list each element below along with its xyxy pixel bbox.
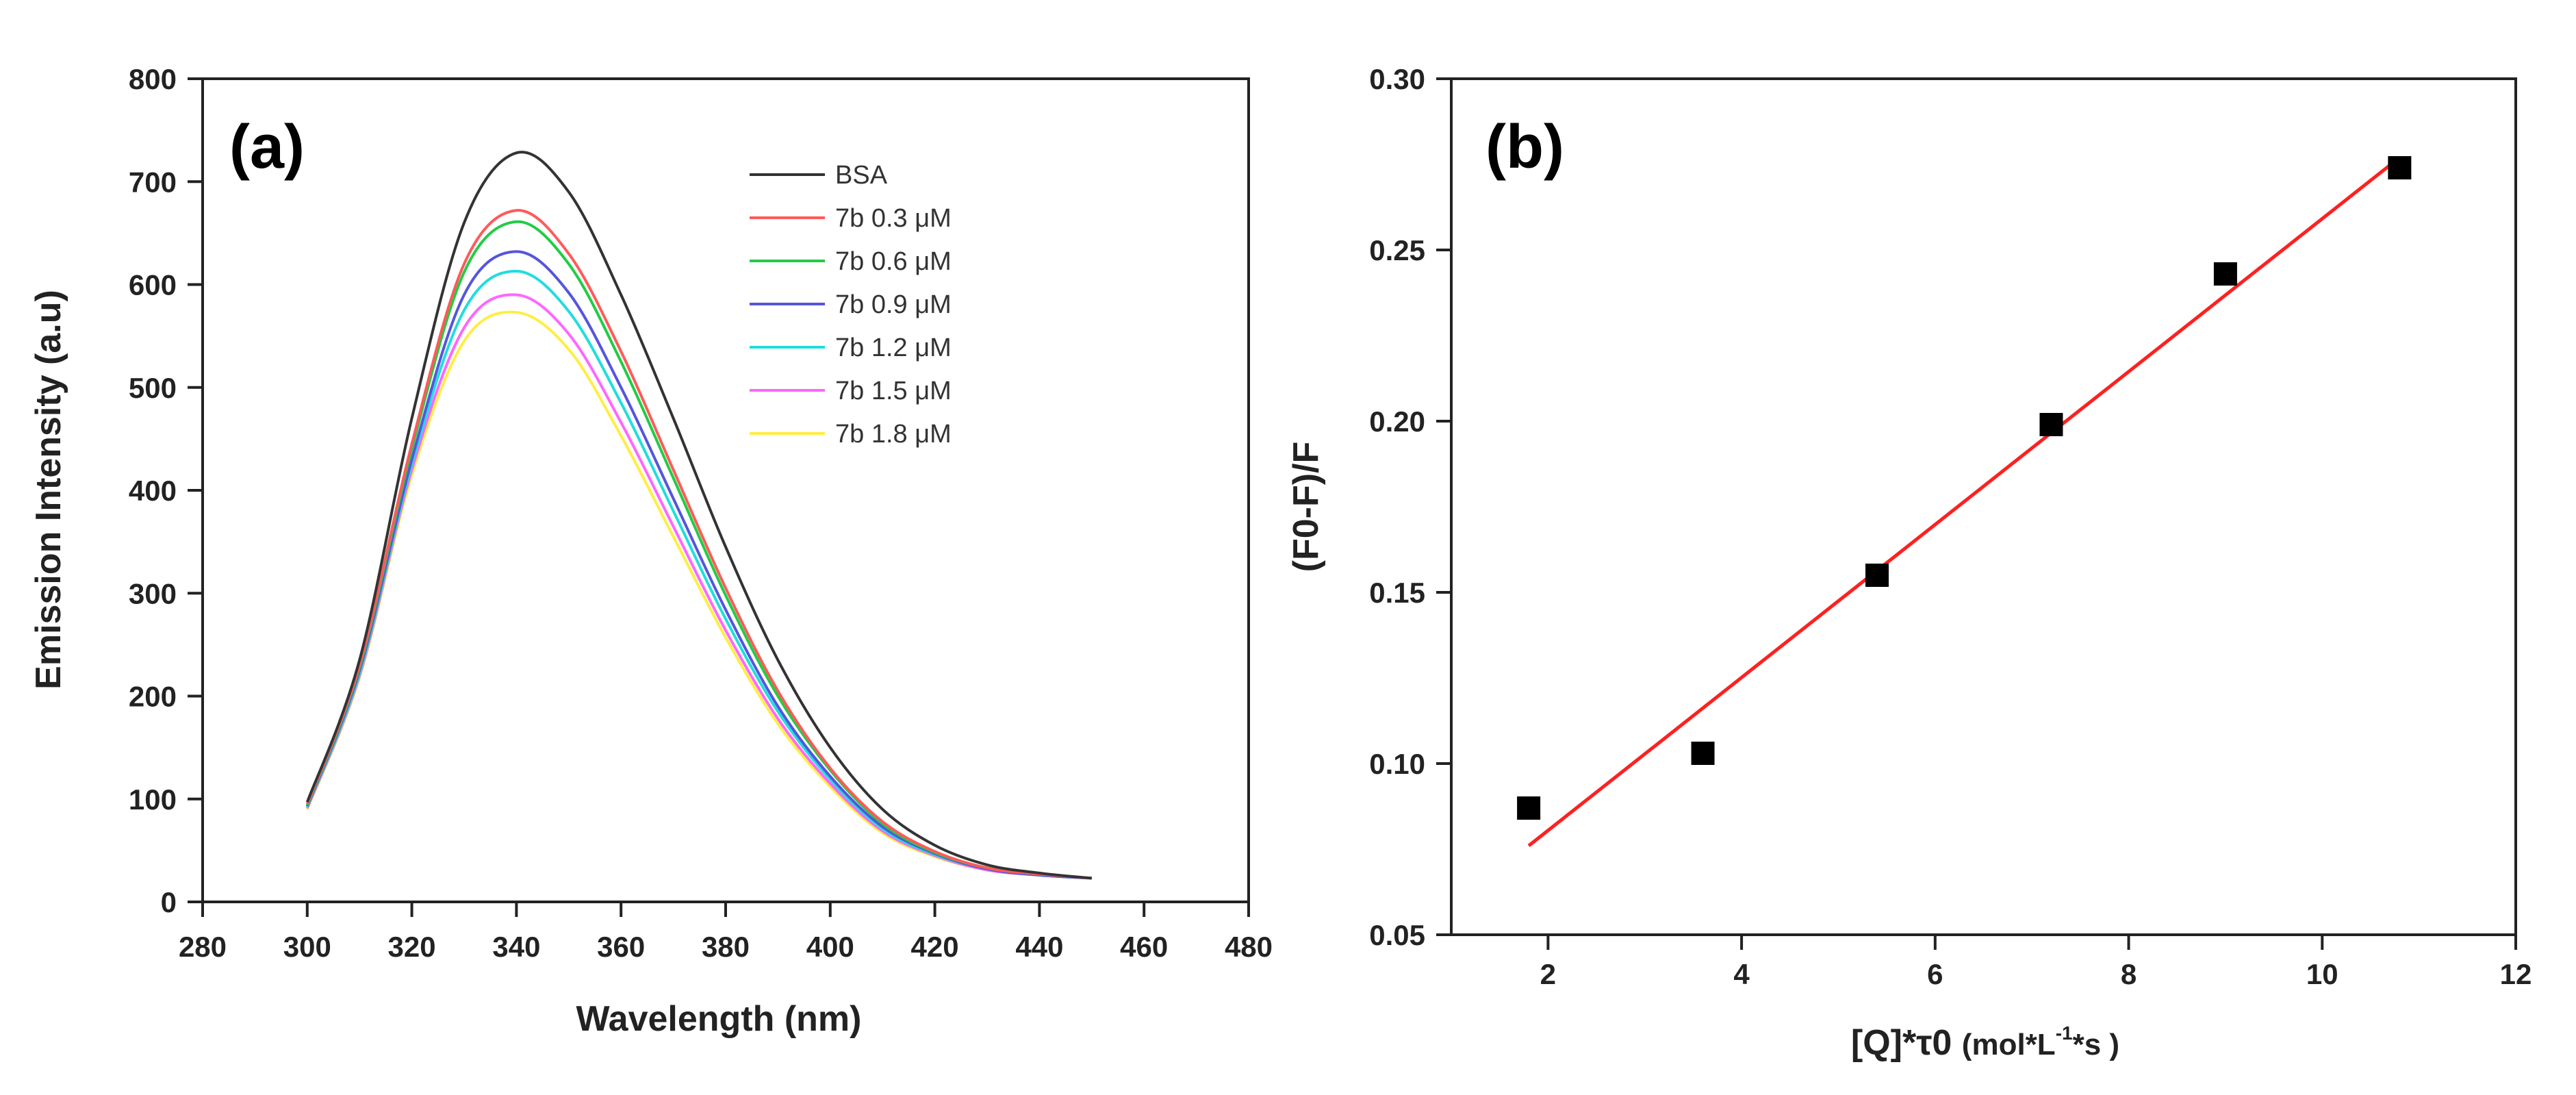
panel-a-x-tick-label: 320 [388, 931, 436, 963]
panel-b-data-point [2388, 156, 2412, 179]
panel-a-letter: (a) [229, 113, 305, 181]
panel-a-y-axis-label: Emission Intensity (a.u) [29, 290, 68, 690]
panel-a-legend-label: 7b 0.6 μM [835, 247, 952, 276]
panel-a-y-tick-label: 600 [129, 269, 177, 301]
panel-a-y-tick-label: 400 [129, 475, 177, 507]
panel-a-legend-label: 7b 1.2 μM [835, 333, 952, 362]
panel-b-data-point [1691, 742, 1715, 765]
panel-a-y-tick-label: 300 [129, 577, 177, 609]
panel-a-legend-label: 7b 1.5 μM [835, 377, 952, 405]
panel-b-x-tick-label: 4 [1733, 958, 1750, 990]
panel-a-y-tick-label: 500 [129, 372, 177, 404]
panel-b-y-tick-label: 0.05 [1369, 919, 1425, 951]
panel-a-y-ticks: 0 100 200 300 400 500 600 700 800 [129, 63, 203, 918]
panel-b-x-tick-label: 12 [2500, 958, 2532, 990]
panel-a-y-tick-label: 100 [129, 783, 177, 816]
panel-a-legend-label: 7b 0.9 μM [835, 290, 952, 319]
panel-a-series-lines [305, 151, 1092, 880]
panel-a-y-tick-label: 800 [129, 63, 177, 95]
panel-b-x-tick-label: 6 [1927, 958, 1943, 990]
panel-a-y-tick-label: 200 [129, 681, 177, 713]
panel-b-y-tick-label: 0.30 [1369, 63, 1425, 95]
panel-a-x-axis-label: Wavelength (nm) [576, 999, 862, 1039]
panel-b-y-tick-label: 0.25 [1369, 234, 1425, 266]
panel-a-series-line [305, 151, 1092, 880]
panel-a-series-line [305, 209, 1092, 880]
panel-b-data-points [1517, 156, 2412, 820]
panel-b-fit-line-group [1527, 156, 2401, 847]
panel-a-x-tick-label: 340 [492, 931, 540, 963]
panel-b-plot-frame [1450, 77, 2517, 936]
panel-a-x-tick-label: 360 [597, 931, 645, 963]
panel-b-y-tick-label: 0.10 [1369, 748, 1425, 780]
panel-b-chart: 2 4 6 8 10 12 0.05 0.10 0.15 0.20 0.25 0.30 (b) [Q… [1286, 63, 2532, 1063]
panel-a-x-tick-label: 280 [179, 931, 227, 963]
panel-a-x-ticks: 280 300 320 340 360 380 400 420 440 460 480 [179, 902, 1273, 963]
panel-b-x-label-superscript: -1 [2056, 1022, 2073, 1044]
panel-b-x-axis-label: [Q]*τ0 (mol*L-1*s ) [1851, 1022, 2119, 1063]
panel-a-x-tick-label: 480 [1225, 931, 1273, 963]
panel-a-legend: BSA 7b 0.3 μM 7b 0.6 μM 7b 0.9 μM 7b 1.2 μM 7… [750, 161, 952, 449]
panel-b-x-label-unit: (mol*L [1962, 1028, 2056, 1061]
panel-a-x-tick-label: 420 [911, 931, 959, 963]
panel-b-x-tick-label: 8 [2121, 958, 2137, 990]
panel-a-x-tick-label: 440 [1015, 931, 1063, 963]
panel-b-data-point [1865, 564, 1889, 587]
panel-b-x-tick-label: 2 [1540, 958, 1556, 990]
panel-a-y-tick-label: 0 [161, 886, 177, 918]
panel-a-chart: 280 300 320 340 360 380 400 420 440 460 480 0 100 20… [29, 63, 1273, 1039]
panel-a-x-tick-label: 460 [1120, 931, 1168, 963]
panel-b-y-tick-label: 0.20 [1369, 405, 1425, 438]
panel-b-x-label-main: [Q]*τ0 [1851, 1023, 1962, 1063]
panel-b-letter: (b) [1485, 113, 1564, 181]
panel-a-y-tick-label: 700 [129, 166, 177, 198]
panel-a-legend-label: BSA [835, 161, 888, 190]
panel-a-x-tick-label: 380 [702, 931, 750, 963]
panel-b-data-point [1517, 796, 1541, 820]
panel-b-fit-line [1527, 156, 2401, 847]
panel-b-y-axis-label: (F0-F)/F [1286, 442, 1326, 572]
panel-b-y-tick-label: 0.15 [1369, 577, 1425, 609]
panel-a-legend-label: 7b 0.3 μM [835, 204, 952, 233]
panel-a-legend-label: 7b 1.8 μM [835, 420, 952, 449]
panel-b-x-tick-label: 10 [2306, 958, 2338, 990]
panel-a-x-tick-label: 300 [283, 931, 331, 963]
panel-b-x-label-unit-end: *s ) [2073, 1028, 2119, 1061]
panel-b-x-ticks: 2 4 6 8 10 12 [1540, 935, 2532, 990]
panel-b-y-ticks: 0.05 0.10 0.15 0.20 0.25 0.30 [1369, 63, 1451, 951]
panel-b-data-point [2039, 413, 2063, 436]
panel-a-x-tick-label: 400 [806, 931, 854, 963]
panel-b-data-point [2213, 262, 2237, 286]
